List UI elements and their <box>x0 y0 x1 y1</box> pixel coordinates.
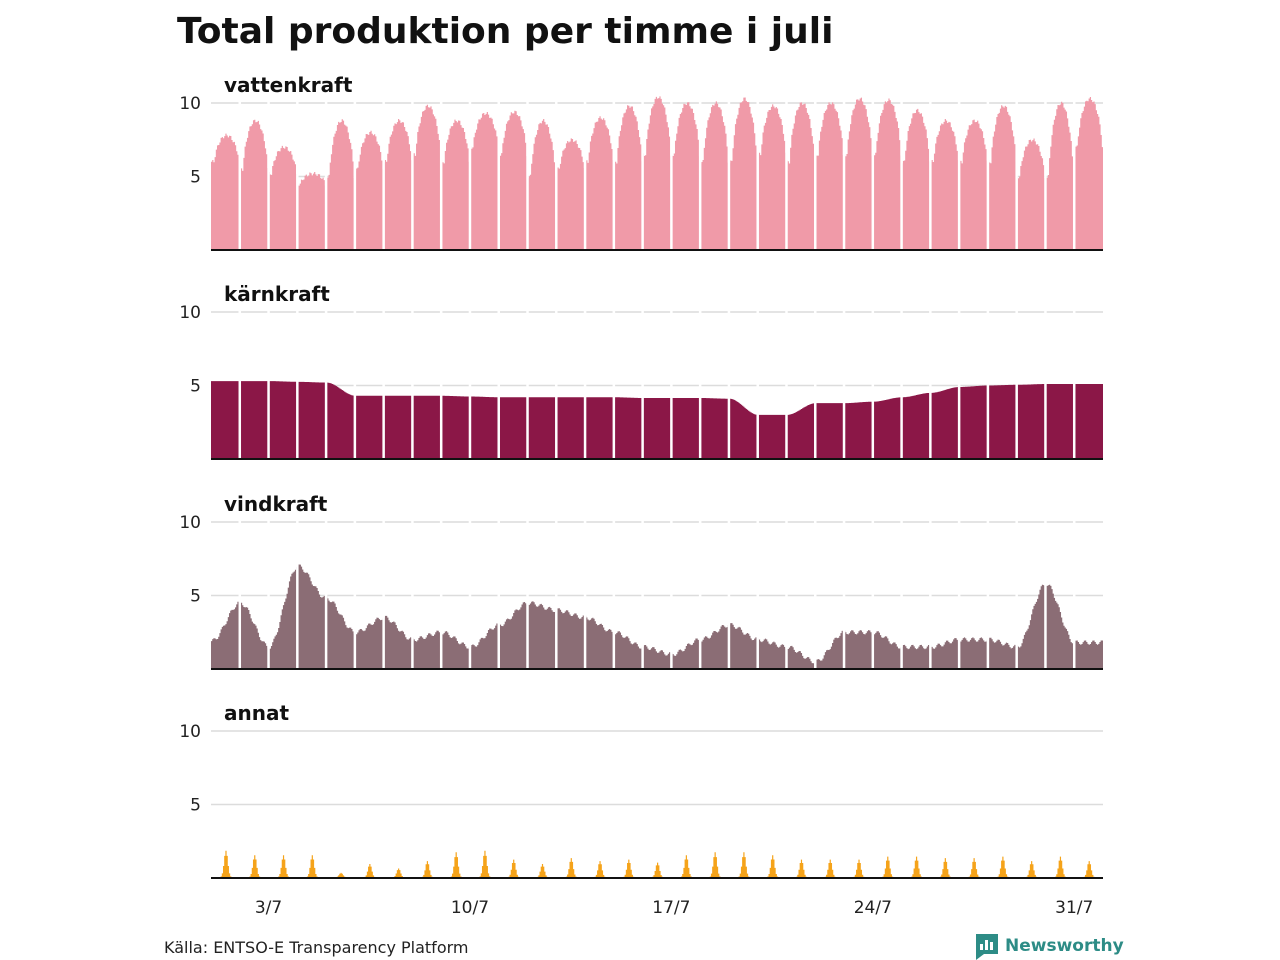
y-tick-label: 5 <box>190 168 201 188</box>
brand-name: Newsworthy <box>1005 936 1124 956</box>
panel-vindkraft: 5 10 vindkraft <box>179 492 1103 670</box>
x-axis: 3/7 10/7 17/7 24/7 31/7 <box>255 898 1093 918</box>
x-tick-label: 17/7 <box>652 898 690 918</box>
area-vindkraft <box>211 564 1103 669</box>
x-tick-label: 10/7 <box>451 898 489 918</box>
area-kärnkraft <box>211 381 1103 459</box>
y-tick-label: 5 <box>190 377 201 397</box>
panels: 5 10 vattenkraft 5 10 kärnkraft 5 10 vindkraft 5 1… <box>179 73 1103 879</box>
bar-chart-speech-bubble-icon <box>976 934 998 960</box>
series-label: vindkraft <box>224 492 328 516</box>
panel-annat: 5 10 annat <box>179 701 1103 879</box>
area-annat <box>211 850 1103 878</box>
brand-logo[interactable]: Newsworthy <box>976 934 1124 960</box>
y-tick-label: 5 <box>190 587 201 607</box>
source-note: Källa: ENTSO-E Transparency Platform <box>164 938 468 957</box>
y-tick-label: 10 <box>179 722 201 742</box>
series-label: annat <box>224 701 289 725</box>
panel-vattenkraft: 5 10 vattenkraft <box>179 73 1103 251</box>
x-tick-label: 24/7 <box>854 898 892 918</box>
y-tick-label: 10 <box>179 303 201 323</box>
x-tick-label: 3/7 <box>255 898 282 918</box>
y-tick-label: 10 <box>179 513 201 533</box>
chart-title: Total produktion per timme i juli <box>177 11 833 52</box>
series-label: vattenkraft <box>224 73 353 97</box>
y-tick-label: 10 <box>179 94 201 114</box>
area-vattenkraft <box>211 96 1103 250</box>
x-tick-label: 31/7 <box>1055 898 1093 918</box>
series-label: kärnkraft <box>224 282 330 306</box>
y-tick-label: 5 <box>190 796 201 816</box>
panel-kärnkraft: 5 10 kärnkraft <box>179 282 1103 460</box>
